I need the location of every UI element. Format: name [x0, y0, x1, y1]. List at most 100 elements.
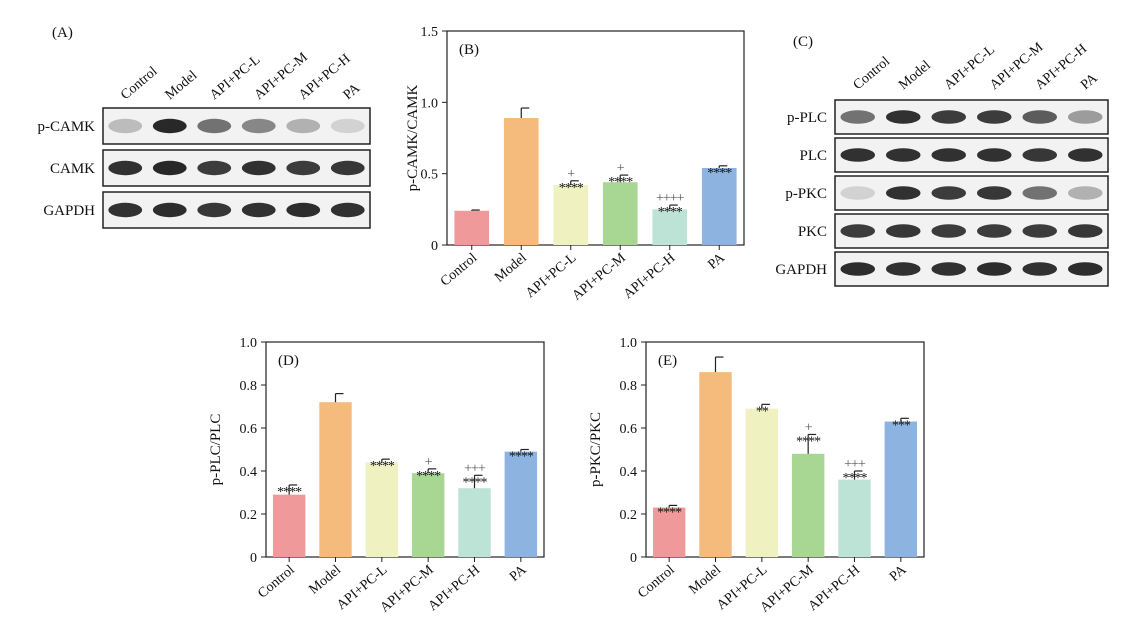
blot-strip	[102, 191, 371, 229]
blot-strip	[834, 213, 1109, 249]
blot-lane-label: Control	[851, 54, 893, 93]
western-blot-c: (C)Control Model API+PC-LAPI+PC-MAPI+PC-HP…	[775, 34, 1109, 287]
bar	[884, 421, 918, 557]
y-axis-label: p-PLC/PLC	[208, 414, 224, 486]
blot-band	[197, 202, 232, 218]
x-category-label: Model	[686, 563, 724, 598]
blot-band	[1067, 148, 1103, 162]
significance-label: **	[756, 404, 769, 419]
blot-band	[152, 160, 187, 176]
blot-band	[931, 148, 967, 162]
bar	[365, 462, 399, 557]
significance-label: ****	[843, 471, 868, 486]
y-tick-label: 0.5	[421, 168, 439, 183]
plus-mark-label: +	[567, 167, 575, 182]
panel-label: (B)	[459, 42, 479, 58]
x-category-label: PA	[705, 250, 728, 273]
y-tick-label: 0	[250, 551, 257, 566]
blot-band	[108, 202, 143, 218]
blot-band	[1022, 186, 1058, 200]
blot-band	[330, 118, 365, 134]
blot-row-label: GAPDH	[43, 203, 95, 219]
bar-chart-b: (B) 0 0.5 1.0 1.5 p-CAMK/CAMK Control Model ****…	[405, 25, 745, 304]
blot-panel-label: (A)	[52, 25, 73, 41]
significance-label: ****	[707, 166, 732, 181]
blot-strip	[834, 175, 1109, 211]
y-tick-label: 1.0	[240, 336, 258, 351]
bar	[745, 408, 779, 557]
blot-band	[1022, 262, 1058, 276]
blot-band	[976, 110, 1012, 124]
blot-strip	[834, 251, 1109, 287]
blot-band	[885, 110, 921, 124]
significance-label: ****	[416, 469, 441, 484]
significance-label: ****	[463, 475, 488, 490]
blot-strip	[102, 149, 371, 187]
blot-band	[885, 262, 921, 276]
blot-strip	[834, 99, 1109, 135]
x-category-label: Model	[306, 563, 344, 598]
blot-band	[976, 224, 1012, 238]
bar	[553, 185, 589, 245]
plus-mark-label: +	[805, 420, 813, 435]
blot-band	[1022, 224, 1058, 238]
blot-band	[286, 202, 321, 218]
y-tick-label: 0	[630, 551, 637, 566]
blot-band	[1022, 110, 1058, 124]
blot-band	[1067, 224, 1103, 238]
y-tick-label: 0.2	[620, 508, 638, 523]
blot-strip	[834, 137, 1109, 173]
bar	[701, 167, 737, 245]
bar	[272, 494, 306, 557]
bar-chart-e: (E) 0 0.2 0.4 0.6 0.8 1.0 p-PKC/PKC **** Control M…	[588, 336, 925, 616]
plus-mark-label: ++++	[656, 191, 685, 206]
blot-band	[840, 262, 876, 276]
blot-band	[885, 186, 921, 200]
blot-band	[241, 160, 276, 176]
bar	[504, 451, 538, 557]
plus-mark-label: +	[425, 455, 433, 470]
western-blot-a: (A)Control Model API+PC-LAPI+PC-MAPI+PC-HP…	[37, 25, 371, 229]
blot-lane-label: Model	[163, 68, 201, 103]
blot-band	[152, 118, 187, 134]
bar	[838, 479, 871, 557]
blot-band	[330, 160, 365, 176]
blot-band	[976, 186, 1012, 200]
y-axis-label: p-CAMK/CAMK	[405, 84, 421, 191]
blot-band	[108, 160, 143, 176]
y-tick-label: 0.8	[620, 379, 638, 394]
bar	[652, 507, 686, 557]
plot-frame	[265, 341, 545, 558]
y-tick-label: 0.6	[240, 422, 258, 437]
x-category-label: API+PC-H	[806, 563, 863, 615]
x-category-label: Control	[438, 251, 480, 290]
significance-label: ***	[892, 418, 911, 433]
blot-band	[286, 118, 321, 134]
blot-lane-label: PA	[341, 80, 364, 103]
x-category-label: Model	[492, 251, 530, 286]
y-tick-label: 1.0	[620, 336, 638, 351]
blot-row-label: CAMK	[50, 161, 95, 177]
significance-label: ****	[796, 434, 821, 449]
blot-band	[840, 186, 876, 200]
blot-lane-label: PA	[1078, 70, 1101, 93]
blot-band	[152, 202, 187, 218]
plot-frame	[645, 341, 925, 558]
blot-lane-label: Model	[896, 58, 934, 93]
y-tick-label: 1.0	[421, 96, 439, 111]
blot-row-label: p-PKC	[785, 186, 827, 202]
x-category-label: Control	[255, 563, 297, 602]
x-category-label: API+PC-M	[570, 250, 630, 303]
bar	[458, 488, 491, 557]
blot-band	[286, 160, 321, 176]
x-category-label: PA	[507, 562, 530, 585]
bar	[454, 210, 490, 245]
y-tick-label: 1.5	[421, 25, 439, 40]
significance-label: ****	[277, 485, 302, 500]
blot-band	[931, 186, 967, 200]
y-tick-label: 0.2	[240, 508, 258, 523]
blot-band	[197, 118, 232, 134]
blot-band	[1022, 148, 1058, 162]
bar-chart-d: (D) 0 0.2 0.4 0.6 0.8 1.0 p-PLC/PLC **** Control M…	[208, 336, 545, 616]
bar	[602, 182, 638, 245]
